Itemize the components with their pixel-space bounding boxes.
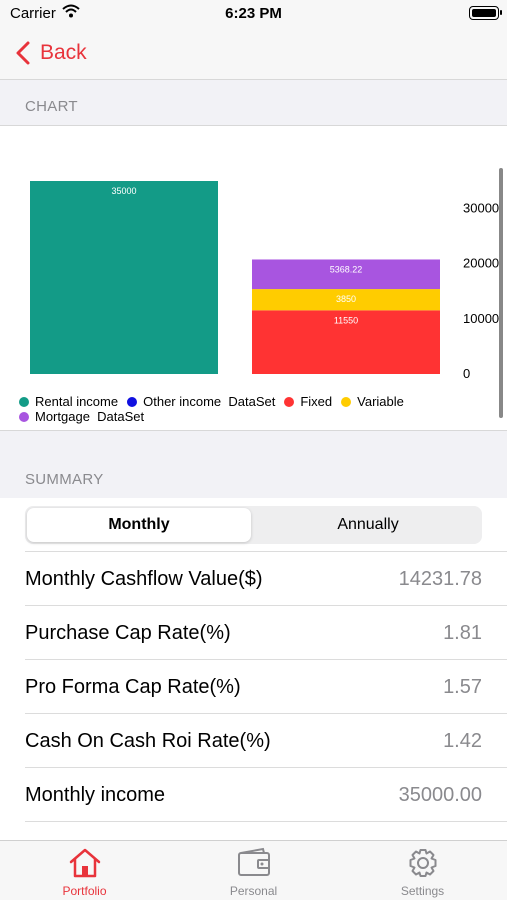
tab-settings[interactable]: Settings	[338, 841, 507, 900]
back-label: Back	[40, 41, 87, 64]
summary-row-monthly-cashflow: Monthly Cashflow Value($) 14231.78	[25, 551, 507, 605]
legend-item: Variable	[341, 394, 404, 409]
tab-portfolio[interactable]: Portfolio	[0, 841, 169, 900]
legend-label: Fixed	[300, 394, 333, 409]
chart-panel: 35000 0 11550 3850 5368.22 0 10000 20000 30000 R…	[0, 126, 507, 431]
y-axis-tick-label: 20000	[463, 256, 499, 271]
period-segmented-control: Monthly Annually	[25, 506, 482, 544]
legend-label: Other income DataSet	[143, 394, 276, 409]
legend-label: Variable	[357, 394, 404, 409]
tab-label: Personal	[229, 884, 278, 898]
legend-swatch	[284, 396, 295, 407]
bar-mortgage-dataset	[252, 259, 440, 290]
back-button[interactable]: Back	[14, 38, 87, 68]
legend-item: Rental income	[19, 394, 118, 409]
bar-value-label: 3850	[336, 294, 356, 304]
legend-swatch	[127, 396, 138, 407]
status-bar: Carrier 6:23 PM	[0, 0, 507, 28]
legend-swatch	[19, 411, 29, 422]
chart-section-header: CHART	[0, 80, 507, 126]
legend-row: Mortgage DataSet	[19, 409, 489, 424]
bar-fixed	[252, 310, 440, 374]
y-axis-tick-label: 10000	[463, 311, 499, 326]
row-value: 14231.78	[398, 568, 482, 590]
tab-label: Settings	[400, 884, 445, 898]
row-value: 35000.00	[398, 784, 482, 806]
legend-swatch	[341, 396, 352, 407]
chevron-left-icon	[16, 41, 30, 65]
bar-value-label: 11550	[334, 315, 358, 325]
y-axis-tick-label: 30000	[463, 201, 499, 216]
bar-variable	[252, 289, 440, 311]
status-time: 6:23 PM	[225, 5, 282, 22]
carrier-label: Carrier	[10, 5, 56, 22]
bar-value-label: 0	[121, 166, 126, 176]
summary-row-cash-on-cash-roi: Cash On Cash Roi Rate(%) 1.42	[25, 713, 507, 767]
tab-label: Portfolio	[62, 884, 107, 898]
tab-annually[interactable]: Annually	[337, 516, 399, 533]
summary-row-purchase-cap-rate: Purchase Cap Rate(%) 1.81	[25, 605, 507, 659]
wifi-icon	[62, 4, 80, 18]
legend-item: Other income DataSet	[127, 394, 275, 409]
legend-row: Rental income Other income DataSet Fixed Va…	[19, 394, 489, 409]
legend-item: Mortgage DataSet	[19, 409, 144, 424]
y-axis-tick-label: 0	[463, 366, 470, 381]
summary-panel: Monthly Annually Monthly Cashflow Value(…	[0, 498, 507, 840]
navigation-bar: Back	[0, 28, 507, 80]
scroll-indicator[interactable]	[499, 168, 503, 418]
legend-label: Rental income	[35, 394, 119, 409]
row-value: 1.42	[443, 730, 482, 752]
summary-row-partial	[25, 821, 507, 875]
summary-section-header: SUMMARY	[25, 471, 104, 488]
row-label: Monthly income	[25, 784, 166, 806]
stacked-bar-chart: 35000 0 11550 3850 5368.22 0 10000 20000 30000	[30, 166, 499, 381]
chart-legend: Rental income Other income DataSet Fixed Va…	[19, 394, 489, 424]
summary-row-pro-forma-cap-rate: Pro Forma Cap Rate(%) 1.57	[25, 659, 507, 713]
legend-label: Mortgage DataSet	[35, 409, 145, 424]
tab-monthly[interactable]: Monthly	[27, 508, 251, 542]
row-value: 1.81	[443, 622, 482, 644]
house-icon	[69, 848, 101, 878]
legend-item: Fixed	[284, 394, 332, 409]
row-label: Monthly Cashflow Value($)	[25, 568, 263, 590]
gear-icon	[409, 849, 437, 877]
bar-value-label: 35000	[111, 186, 136, 196]
summary-row-monthly-income: Monthly income 35000.00	[25, 767, 507, 821]
row-label: Pro Forma Cap Rate(%)	[25, 676, 241, 698]
bar-rental-income	[30, 181, 218, 374]
wallet-icon	[238, 847, 270, 876]
tab-personal[interactable]: Personal	[169, 841, 338, 900]
battery-icon	[469, 6, 502, 20]
row-label: Purchase Cap Rate(%)	[25, 622, 231, 644]
legend-swatch	[19, 396, 29, 407]
bar-value-label: 5368.22	[330, 264, 363, 274]
row-value: 1.57	[443, 676, 482, 698]
tab-bar: Portfolio Personal Settings	[0, 840, 507, 900]
row-label: Cash On Cash Roi Rate(%)	[25, 730, 271, 752]
